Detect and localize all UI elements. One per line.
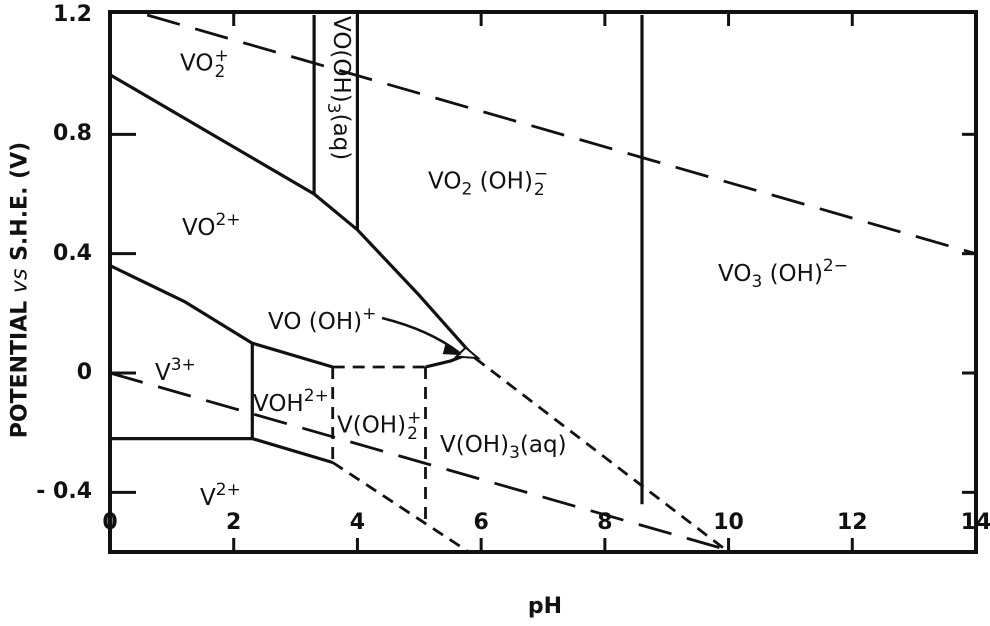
region-label-vo2-plus: VO +2 (180, 46, 229, 83)
plot-frame (108, 10, 978, 554)
region-label-voh3-aq: V(OH)3(aq) (440, 432, 567, 463)
y-tick-label: - 0.4 (36, 479, 92, 505)
x-tick-label: 12 (836, 510, 868, 535)
region-label-voh2-plus: V(OH) +2 (337, 408, 422, 445)
annotation-arrow-line (381, 316, 461, 355)
annotation-arrowhead-icon (442, 343, 462, 356)
x-tick-label: 6 (473, 510, 489, 535)
boundary-line-solid (251, 437, 334, 465)
boundary-line-longdash (146, 13, 977, 256)
region-label-vo2oh2-minus: VO2 (OH) −2 (428, 164, 549, 201)
region-label-vo-2plus: VO2+ (182, 210, 241, 241)
region-label-v-3plus: V3+ (155, 355, 196, 386)
y-tick-label: 0 (76, 360, 92, 385)
boundary-line-dashed (474, 356, 730, 554)
region-label-vooh-plus: VO (OH)+ (268, 304, 377, 335)
region-label-vo3oh-2minus: VO3 (OH)2− (718, 256, 848, 292)
x-tick-label: 2 (226, 510, 242, 535)
x-tick-label: 4 (349, 510, 366, 535)
y-axis-label: POTENTIAL vs S.H.E. (V) (7, 141, 33, 439)
x-tick-label: 14 (960, 510, 990, 535)
y-tick-label: 0.4 (53, 240, 92, 266)
region-label-voh-2plus: VOH2+ (253, 386, 329, 417)
x-tick-label: 8 (597, 510, 613, 535)
region-label-v-2plus: V2+ (200, 480, 241, 511)
x-tick-label: 10 (713, 510, 744, 535)
region-label-vooh3-aq: VO(OH)3(aq) (323, 16, 354, 161)
boundary-line-dashed (331, 461, 470, 554)
x-tick-label: 0 (102, 510, 118, 535)
y-tick-label: 1.2 (53, 2, 92, 27)
y-tick-label: 0.8 (53, 121, 92, 147)
boundary-line-solid (109, 264, 334, 369)
boundary-line-longdash (109, 371, 736, 554)
vooh-plus-region (454, 346, 482, 360)
x-axis-label: pH (527, 594, 563, 619)
